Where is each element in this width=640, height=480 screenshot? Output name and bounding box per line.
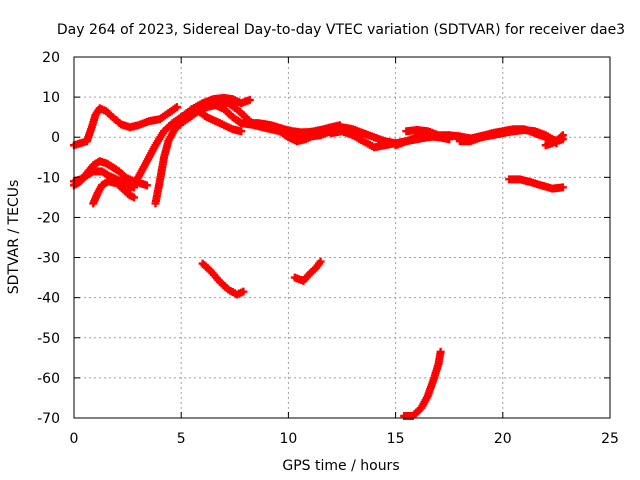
x-tick-label: 15 — [387, 431, 405, 447]
y-tick-label: 20 — [42, 50, 60, 66]
tick-layer: 0 5 10 15 20 25 20 10 0 -10 -20 -30 -40 -50 -60 -70 — [37, 50, 619, 447]
y-tick-label: -70 — [37, 411, 60, 427]
y-tick-label: -40 — [37, 291, 60, 307]
data-point — [172, 103, 181, 112]
series-arc-15 — [505, 175, 567, 193]
data-point — [130, 193, 139, 202]
y-tick-label: -10 — [37, 170, 60, 186]
series-arc-13 — [455, 126, 567, 146]
series-arc-16 — [198, 259, 248, 299]
series-arc-12 — [402, 126, 454, 140]
plot-border — [73, 56, 611, 419]
x-tick-label: 0 — [70, 431, 79, 447]
series-arc-4 — [89, 177, 139, 208]
y-tick-label: -30 — [37, 251, 60, 267]
data-point — [245, 95, 254, 104]
series-arc-5 — [125, 93, 254, 194]
chart-title: Day 264 of 2023, Sidereal Day-to-day VTE… — [57, 22, 625, 38]
x-tick-label: 5 — [177, 431, 186, 447]
data-point — [445, 131, 454, 140]
series-arc-18 — [400, 347, 445, 420]
x-axis-label: GPS time / hours — [282, 458, 399, 474]
series-arc-17 — [290, 257, 325, 285]
data-point — [239, 287, 248, 296]
data-point — [237, 127, 246, 136]
data-point — [558, 131, 567, 140]
y-tick-label: 0 — [51, 130, 60, 146]
data-point — [558, 183, 567, 192]
y-tick-label: -60 — [37, 371, 60, 387]
data-point — [436, 347, 445, 356]
x-tick-label: 20 — [494, 431, 512, 447]
series-arc-7 — [187, 105, 246, 136]
x-tick-label: 10 — [279, 431, 297, 447]
y-axis-label: SDTVAR / TECUs — [6, 180, 22, 295]
y-tick-label: -50 — [37, 331, 60, 347]
y-tick-label: -20 — [37, 210, 60, 226]
data-point — [142, 181, 151, 190]
data-point — [316, 257, 325, 266]
series-layer — [70, 93, 567, 420]
x-tick-label: 25 — [601, 431, 619, 447]
series-arc-14 — [541, 131, 567, 150]
series-arc-9 — [241, 119, 344, 137]
series-arc-1 — [70, 103, 181, 150]
y-tick-label: 10 — [42, 90, 60, 106]
data-point — [557, 132, 566, 141]
